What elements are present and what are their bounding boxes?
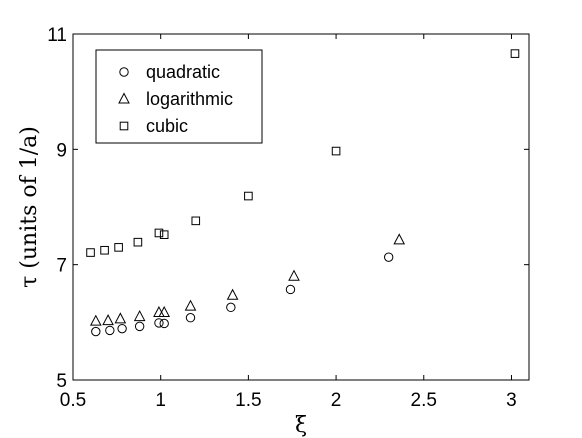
logarithmic-point: [393, 233, 406, 245]
logarithmic-point: [89, 314, 102, 326]
logarithmic-point: [153, 305, 165, 318]
x-tick-label: 1.5: [235, 390, 261, 411]
logarithmic-point: [102, 314, 114, 326]
x-axis-ticks: 0.5 1 1.5 2 2.5 3: [60, 34, 517, 411]
cubic-point: [159, 230, 169, 239]
quadratic-point: [226, 302, 236, 313]
quadratic-point: [154, 318, 164, 328]
y-tick-label: 9: [56, 140, 67, 161]
quadratic-point: [91, 326, 101, 337]
logarithmic-point: [133, 309, 146, 322]
legend: quadratic logarithmic cubic: [95, 49, 263, 144]
data-points: [86, 49, 520, 337]
y-tick-label: 5: [56, 371, 67, 392]
cubic-point: [86, 248, 95, 257]
legend-box: [95, 49, 263, 144]
y-tick-label: 7: [56, 256, 67, 277]
cubic-point: [114, 243, 123, 252]
legend-marker-logarithmic: [118, 92, 130, 104]
cubic-point: [331, 146, 341, 156]
quadratic-point: [105, 325, 115, 336]
cubic-point: [133, 237, 143, 247]
legend-label-quadratic: quadratic: [146, 62, 220, 82]
logarithmic-point: [288, 269, 300, 281]
logarithmic-point: [184, 299, 197, 311]
logarithmic-point: [158, 305, 171, 318]
legend-marker-cubic: [119, 121, 129, 131]
legend-label-cubic: cubic: [146, 116, 188, 136]
cubic-point: [100, 245, 109, 255]
cubic-point: [191, 216, 201, 226]
x-axis-label: ξ: [295, 413, 307, 438]
plot-area-frame: [72, 33, 530, 381]
quadratic-point: [134, 321, 145, 332]
legend-label-logarithmic: logarithmic: [146, 89, 233, 109]
y-axis-label: τ (units of 1/a): [17, 126, 42, 288]
cubic-point: [244, 191, 253, 201]
logarithmic-point: [114, 312, 127, 324]
x-tick-label: 2.5: [411, 390, 437, 411]
quadratic-point: [383, 252, 394, 262]
x-tick-label: 0.5: [60, 390, 86, 411]
cubic-point: [154, 228, 164, 238]
y-tick-label: 11: [47, 25, 67, 46]
cubic-point: [510, 49, 520, 58]
quadratic-point: [285, 284, 296, 295]
x-tick-label: 2: [331, 390, 342, 411]
quadratic-point: [117, 323, 127, 334]
logarithmic-point: [226, 288, 239, 300]
x-tick-label: 3: [506, 390, 517, 411]
x-tick-label: 1: [155, 390, 166, 411]
legend-marker-quadratic: [119, 67, 129, 77]
y-axis-ticks: 5 7 9 11: [47, 25, 529, 392]
quadratic-point: [159, 318, 169, 329]
quadratic-point: [185, 313, 196, 323]
